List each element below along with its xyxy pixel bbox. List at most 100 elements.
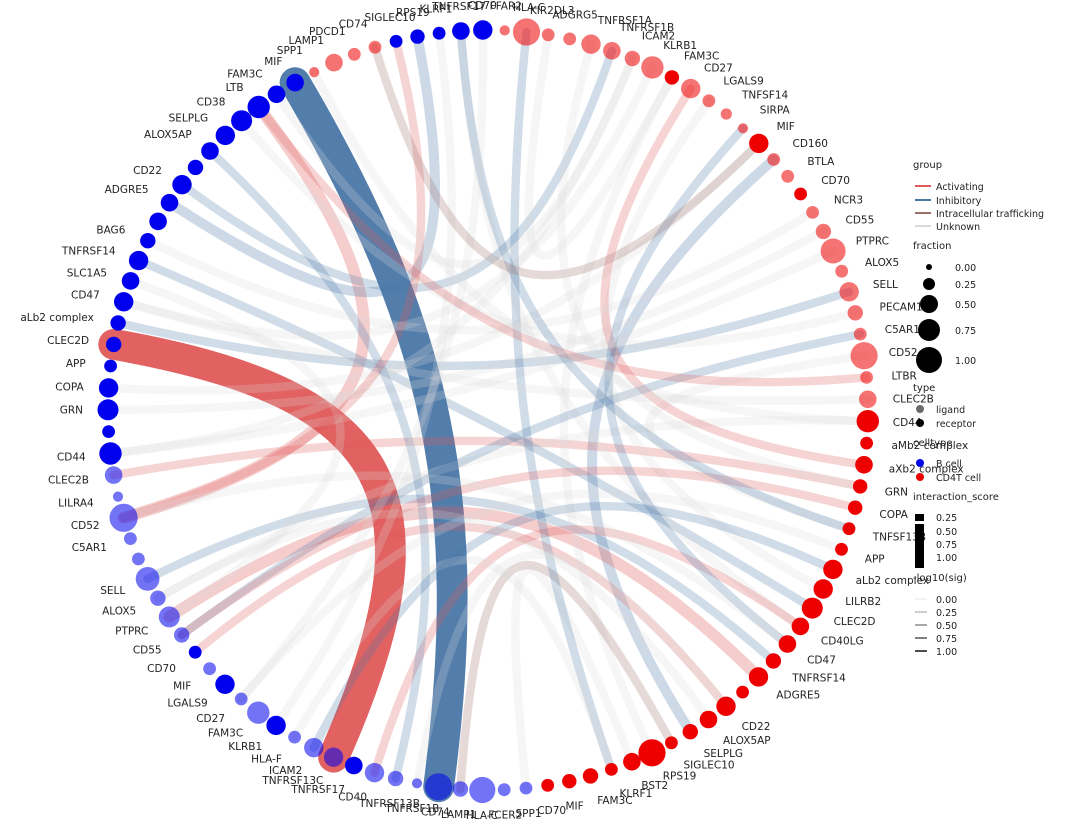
- legend-score-label: 0.25: [936, 513, 957, 524]
- node-cd52: [850, 342, 878, 370]
- link-ltb-to-cd52: [117, 101, 370, 524]
- node-clec2b: [859, 390, 877, 409]
- node-adgre5: [160, 193, 179, 212]
- node-label: ALOX5: [865, 257, 899, 269]
- legend-group-label: Inhibitory: [936, 196, 982, 207]
- link-tnfrsf17-to-cd40lg: [456, 26, 805, 631]
- node-label: PTPRC: [856, 236, 889, 248]
- node-label: MIF: [264, 56, 282, 68]
- node-alox5: [835, 264, 849, 278]
- node-label: PTPRC: [115, 626, 148, 638]
- node-label: ICAM2: [642, 30, 675, 42]
- legend-group-item-intracellular: Intracellular trafficking: [915, 209, 1044, 220]
- node-label: SIGLEC10: [684, 760, 735, 772]
- node-label: SIRPA: [760, 105, 791, 117]
- node-mif: [562, 774, 577, 789]
- node-label: KIR2DL3: [530, 5, 575, 17]
- node-ptprc: [158, 606, 180, 628]
- node-rps19: [638, 739, 666, 767]
- link-grn-to-clec2b: [109, 436, 865, 491]
- link-sell-to-alb2-complex: [113, 287, 854, 371]
- link-tnfrsf13b-to-alox5ap: [205, 146, 430, 783]
- node-unlabeled: [736, 685, 749, 699]
- link-cd44-to-spp1: [310, 67, 873, 426]
- legend-sig-title: -log10(sig): [913, 573, 967, 584]
- node-label: HLA-C: [513, 2, 545, 14]
- node-cd70: [794, 187, 807, 201]
- links-layer: [98, 25, 873, 803]
- node-label: BAG6: [96, 225, 125, 237]
- legend-type-label: receptor: [936, 419, 976, 430]
- legend-group-item-activating: Activating: [915, 182, 984, 193]
- node-cd55: [174, 627, 190, 643]
- node-grn: [97, 399, 119, 421]
- node-label: FFAR2: [490, 0, 522, 12]
- node-lilrb2: [813, 579, 833, 599]
- node-label: TNFRSF17: [290, 784, 345, 796]
- legend-group-item-inhibitory: Inhibitory: [915, 196, 982, 207]
- link-grn-to-tnfrsf1a: [557, 40, 865, 491]
- node-klrb1: [266, 715, 286, 736]
- node-fam3c: [267, 85, 286, 104]
- node-label: CD70: [821, 175, 850, 187]
- node-adgrg5: [563, 32, 577, 46]
- link-tnfrsf13c-to-clec2d: [98, 328, 406, 773]
- node-label: CD40: [338, 792, 367, 804]
- node-label: BTLA: [807, 156, 835, 168]
- node-lilra4: [112, 491, 124, 502]
- node-siglec10: [665, 736, 678, 750]
- link-spp1-to-bst2: [511, 565, 637, 793]
- link-cd40-to-cd40lg: [370, 525, 805, 777]
- node-pdcd1: [347, 47, 361, 61]
- node-label: SLC1A5: [67, 268, 107, 280]
- legend-fraction-dot: [923, 278, 935, 290]
- node-label: CD74: [421, 807, 450, 819]
- node-klrf1: [605, 763, 618, 776]
- node-adgre5: [748, 667, 769, 687]
- node-label: CLEC2D: [834, 616, 876, 628]
- node-tnfsf14: [720, 108, 732, 120]
- link-fam3c-to-kir2dl3: [524, 30, 677, 260]
- node-label: ADGRG5: [552, 10, 598, 22]
- node-label: TNFRSF13B: [358, 798, 420, 810]
- node-label: LGALS9: [167, 697, 207, 709]
- node-label: KLRB1: [663, 40, 697, 52]
- link-copa-to-cd55: [177, 466, 860, 640]
- node-label: aMb2 complex: [892, 440, 969, 452]
- node-label: CD44: [893, 417, 922, 429]
- link-klrb1-to-cd47: [119, 63, 657, 340]
- node-unlabeled: [102, 425, 115, 438]
- link-clec2d-to-tnfrsf14: [134, 256, 817, 613]
- node-label: ALOX5AP: [144, 129, 192, 141]
- legend-group-label: Intracellular trafficking: [936, 209, 1044, 220]
- node-label: ALOX5: [102, 606, 136, 618]
- legend-fraction-dot: [920, 295, 938, 313]
- link-klrf1-to-klrb1: [271, 28, 456, 730]
- node-label: HLA-F: [251, 754, 282, 766]
- node-label: LTBR: [892, 370, 917, 382]
- link-cd47-to-cd52: [119, 471, 792, 649]
- node-label: CD47: [71, 290, 100, 302]
- node-alox5ap: [699, 710, 718, 729]
- link-cd22-to-tnfrsf1b: [412, 550, 731, 788]
- legend-sig-label: 0.00: [936, 595, 957, 606]
- node-tnfrsf1b: [603, 42, 621, 60]
- node-lgals9: [702, 94, 716, 108]
- link-tnfrsf1b-to-cd22: [177, 46, 617, 293]
- node-fam3c: [582, 768, 599, 784]
- node-label: TNFRSF1A: [597, 15, 653, 27]
- node-label: LAMP1: [289, 35, 324, 47]
- legend-group-label: Activating: [936, 182, 984, 193]
- node-unlabeled: [149, 212, 167, 231]
- legend-celltype-label: B cell: [936, 459, 962, 470]
- node-label: CD52: [889, 347, 918, 359]
- node-icam2: [624, 50, 641, 67]
- link-cd55-to-grn: [103, 227, 828, 414]
- node-lamp1: [325, 53, 343, 72]
- node-label: FAM3C: [208, 728, 243, 740]
- node-label: KLRF1: [620, 788, 653, 800]
- node-label: KLRB1: [228, 741, 262, 753]
- node-cd38: [231, 110, 253, 132]
- link-cd38-to-pecam1: [237, 116, 860, 349]
